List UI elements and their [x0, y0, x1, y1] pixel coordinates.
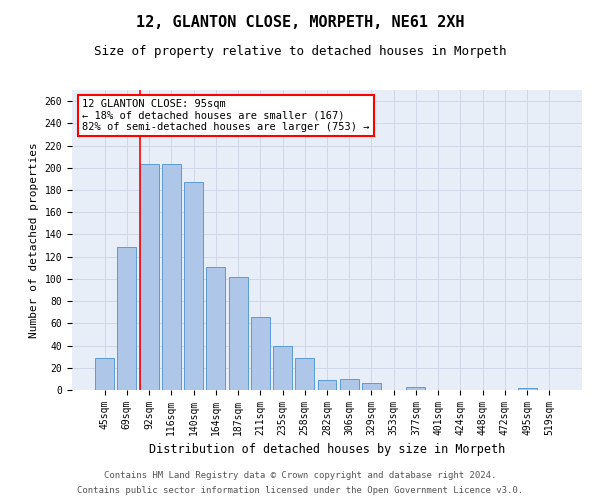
Bar [184, 182, 203, 390]
Bar [273, 346, 292, 390]
Bar [251, 316, 270, 390]
Text: 12 GLANTON CLOSE: 95sqm
← 18% of detached houses are smaller (167)
82% of semi-d: 12 GLANTON CLOSE: 95sqm ← 18% of detache… [82, 99, 370, 132]
Bar [95, 358, 114, 390]
Bar [362, 384, 381, 390]
Bar [340, 379, 359, 390]
Bar [518, 388, 536, 390]
Bar [206, 266, 225, 390]
Bar [295, 358, 314, 390]
Bar [162, 164, 181, 390]
Bar [118, 246, 136, 390]
Y-axis label: Number of detached properties: Number of detached properties [29, 142, 39, 338]
Text: Contains public sector information licensed under the Open Government Licence v3: Contains public sector information licen… [77, 486, 523, 495]
Text: Contains HM Land Registry data © Crown copyright and database right 2024.: Contains HM Land Registry data © Crown c… [104, 471, 496, 480]
Bar [140, 164, 158, 390]
Bar [317, 380, 337, 390]
Bar [229, 276, 248, 390]
X-axis label: Distribution of detached houses by size in Morpeth: Distribution of detached houses by size … [149, 444, 505, 456]
Text: 12, GLANTON CLOSE, MORPETH, NE61 2XH: 12, GLANTON CLOSE, MORPETH, NE61 2XH [136, 15, 464, 30]
Bar [406, 386, 425, 390]
Text: Size of property relative to detached houses in Morpeth: Size of property relative to detached ho… [94, 45, 506, 58]
